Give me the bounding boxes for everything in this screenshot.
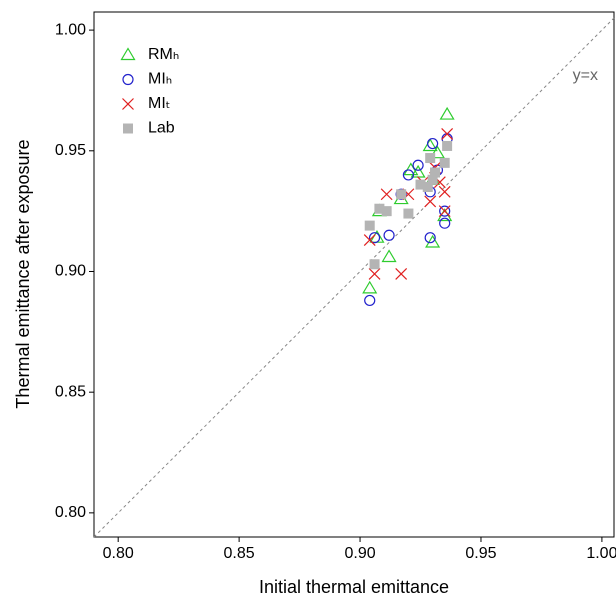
x-tick-label: 0.90 — [344, 545, 375, 562]
point — [402, 169, 415, 181]
point — [383, 229, 395, 241]
point — [395, 267, 408, 280]
point — [438, 185, 451, 198]
y-axis-label: Thermal emittance after exposure — [13, 139, 33, 408]
legend-label: RMₕ — [148, 46, 179, 63]
plot-frame — [93, 11, 615, 538]
legend-label: MIₕ — [148, 71, 172, 88]
point — [364, 294, 376, 307]
legend-marker — [120, 47, 136, 61]
point — [442, 140, 453, 151]
legend-marker — [123, 123, 133, 134]
point — [380, 188, 393, 201]
point — [368, 267, 381, 280]
point — [441, 127, 454, 140]
point — [369, 259, 380, 270]
y-tick-label: 0.95 — [55, 142, 86, 159]
point — [381, 249, 397, 263]
point — [425, 153, 436, 164]
point — [422, 182, 433, 192]
x-tick-label: 1.00 — [586, 545, 616, 562]
point — [424, 232, 436, 244]
y-tick-label: 1.00 — [55, 21, 86, 38]
x-axis-label: Initial thermal emittance — [259, 577, 449, 597]
legend-label: MIₜ — [148, 95, 171, 112]
point — [439, 205, 451, 217]
point — [429, 145, 445, 159]
point — [403, 208, 414, 219]
point — [364, 220, 375, 231]
y-tick-label: 0.85 — [55, 383, 86, 400]
point — [425, 234, 441, 248]
point — [368, 232, 381, 244]
y-tick-label: 0.80 — [55, 504, 86, 521]
legend-label: Lab — [148, 120, 175, 137]
point — [439, 106, 455, 120]
point — [439, 157, 450, 168]
x-tick-label: 0.85 — [224, 545, 255, 562]
point — [430, 167, 441, 178]
legend-marker — [122, 98, 134, 110]
point — [427, 174, 438, 185]
point — [374, 203, 385, 214]
point — [415, 179, 426, 190]
legend-marker — [122, 73, 134, 86]
point — [363, 234, 376, 247]
point — [438, 205, 451, 218]
point — [424, 195, 437, 208]
point — [412, 159, 424, 171]
point — [381, 206, 392, 217]
point — [439, 217, 451, 229]
identity-label: y=x — [573, 67, 598, 84]
point — [362, 280, 378, 294]
point — [427, 137, 439, 150]
identity-line — [93, 17, 615, 538]
point — [422, 138, 438, 152]
y-tick-label: 0.90 — [55, 263, 86, 280]
x-tick-label: 0.80 — [103, 545, 134, 562]
point — [396, 189, 407, 200]
x-tick-label: 0.95 — [465, 545, 496, 562]
